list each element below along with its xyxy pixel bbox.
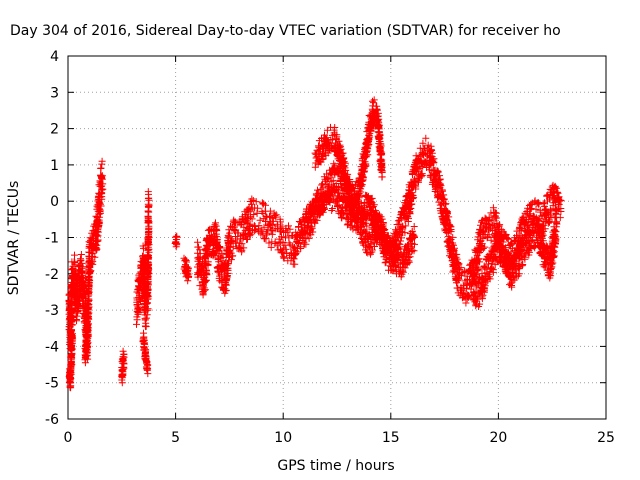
y-tick-label: -2 [45, 267, 59, 283]
y-tick-label: 2 [50, 122, 59, 138]
y-tick-label: -1 [45, 231, 59, 247]
y-tick-label: -5 [45, 376, 59, 392]
data-points [65, 96, 565, 392]
x-tick-label: 5 [171, 430, 180, 446]
y-tick-label: -4 [45, 339, 59, 355]
axis-ticks: 0 5 10 15 20 25 -6 -5 -4 -3 -2 -1 0 1 2 3 4 [45, 49, 615, 446]
y-tick-label: 0 [50, 194, 59, 210]
y-tick-label: 4 [50, 49, 59, 65]
y-axis-label: SDTVAR / TECUs [6, 181, 22, 296]
x-tick-label: 0 [64, 430, 73, 446]
chart-title: Day 304 of 2016, Sidereal Day-to-day VTE… [10, 23, 561, 39]
sdtvar-points [65, 96, 565, 392]
x-axis-label: GPS time / hours [277, 458, 394, 474]
y-tick-label: 1 [50, 158, 59, 174]
x-tick-label: 15 [382, 430, 400, 446]
y-tick-label: -3 [45, 303, 59, 319]
y-tick-label: 3 [50, 85, 59, 101]
y-tick-label: -6 [45, 412, 59, 428]
x-tick-label: 25 [597, 430, 615, 446]
x-tick-label: 20 [489, 430, 507, 446]
x-tick-label: 10 [274, 430, 292, 446]
